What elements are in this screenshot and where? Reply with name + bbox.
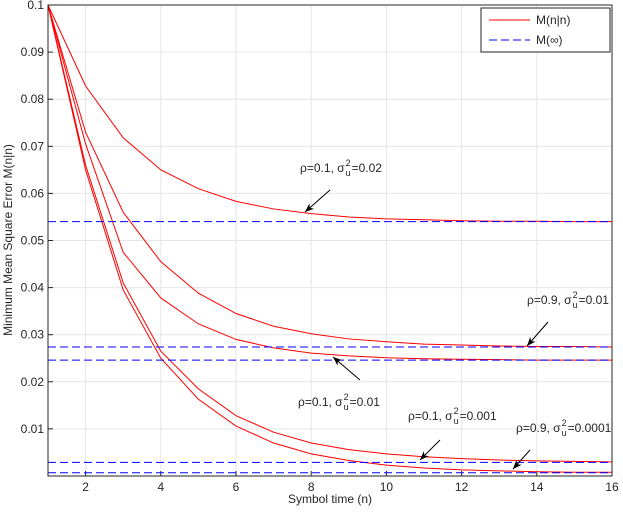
x-tick-label: 12 [455,480,469,494]
annotation-text: ρ=0.9, σ [516,421,561,435]
y-tick-label: 0.08 [21,92,45,106]
x-tick-label: 14 [530,480,544,494]
y-tick-label: 0.1 [27,0,44,12]
y-tick-label: 0.09 [21,45,45,59]
annotation-arrow [512,449,531,470]
x-tick-label: 10 [380,480,394,494]
annotation-text: =0.01 [350,395,381,409]
annotation-sup: 2 [346,158,351,168]
series-line [47,4,612,473]
annotation-sub: u [562,428,567,438]
annotation-sub: u [573,300,578,310]
x-tick-label: 16 [605,480,619,494]
y-tick-label: 0.06 [21,186,45,200]
annotation-sup: 2 [573,290,578,300]
x-axis-label: Symbol time (n) [288,492,372,506]
annotation-sub: u [346,168,351,178]
annotation-sub: u [344,402,349,412]
y-tick-label: 0.03 [21,328,45,342]
y-tick-label: 0.07 [21,139,45,153]
x-tick-label: 4 [157,480,164,494]
annotation-text: ρ=0.1, σ [408,409,453,423]
y-axis-label: Minimum Mean Square Error M(n|n) [1,144,15,336]
y-tick-label: 0.04 [21,281,45,295]
legend-label: M(n|n) [536,13,570,27]
annotation-arrow [526,321,549,347]
x-tick-label: 2 [82,480,89,494]
y-tick-label: 0.02 [21,375,45,389]
annotation-text: =0.0001 [568,421,612,435]
annotation: ρ=0.1, σ2 u=0.02 [300,158,382,178]
annotation-sup: 2 [454,406,459,416]
annotation: ρ=0.1, σ2 u=0.01 [298,392,380,412]
annotation-sup: 2 [562,418,567,428]
x-tick-label: 6 [233,480,240,494]
annotation-text: ρ=0.9, σ [527,293,572,307]
annotation-sub: u [454,416,459,426]
annotation-text: ρ=0.1, σ [300,161,345,175]
annotation: ρ=0.9, σ2 u=0.01 [527,290,609,310]
annotation-sup: 2 [344,392,349,402]
axes-box [47,4,613,477]
annotation-text: =0.02 [352,161,383,175]
legend-label: M(∞) [536,33,563,47]
annotation-text: ρ=0.1, σ [298,395,343,409]
annotation-arrow [332,356,361,381]
annotation: ρ=0.9, σ2 u=0.0001 [516,418,612,438]
annotation: ρ=0.1, σ2 u=0.001 [408,406,497,426]
series-line [47,4,613,348]
y-tick-label: 0.05 [21,234,45,248]
x-tick-label: 8 [308,480,315,494]
annotation-text: =0.001 [460,409,497,423]
legend-box [480,7,611,53]
annotation-text: =0.01 [579,293,610,307]
annotation-arrow [304,189,331,213]
annotation-arrow [419,439,441,461]
y-tick-label: 0.01 [21,422,45,436]
